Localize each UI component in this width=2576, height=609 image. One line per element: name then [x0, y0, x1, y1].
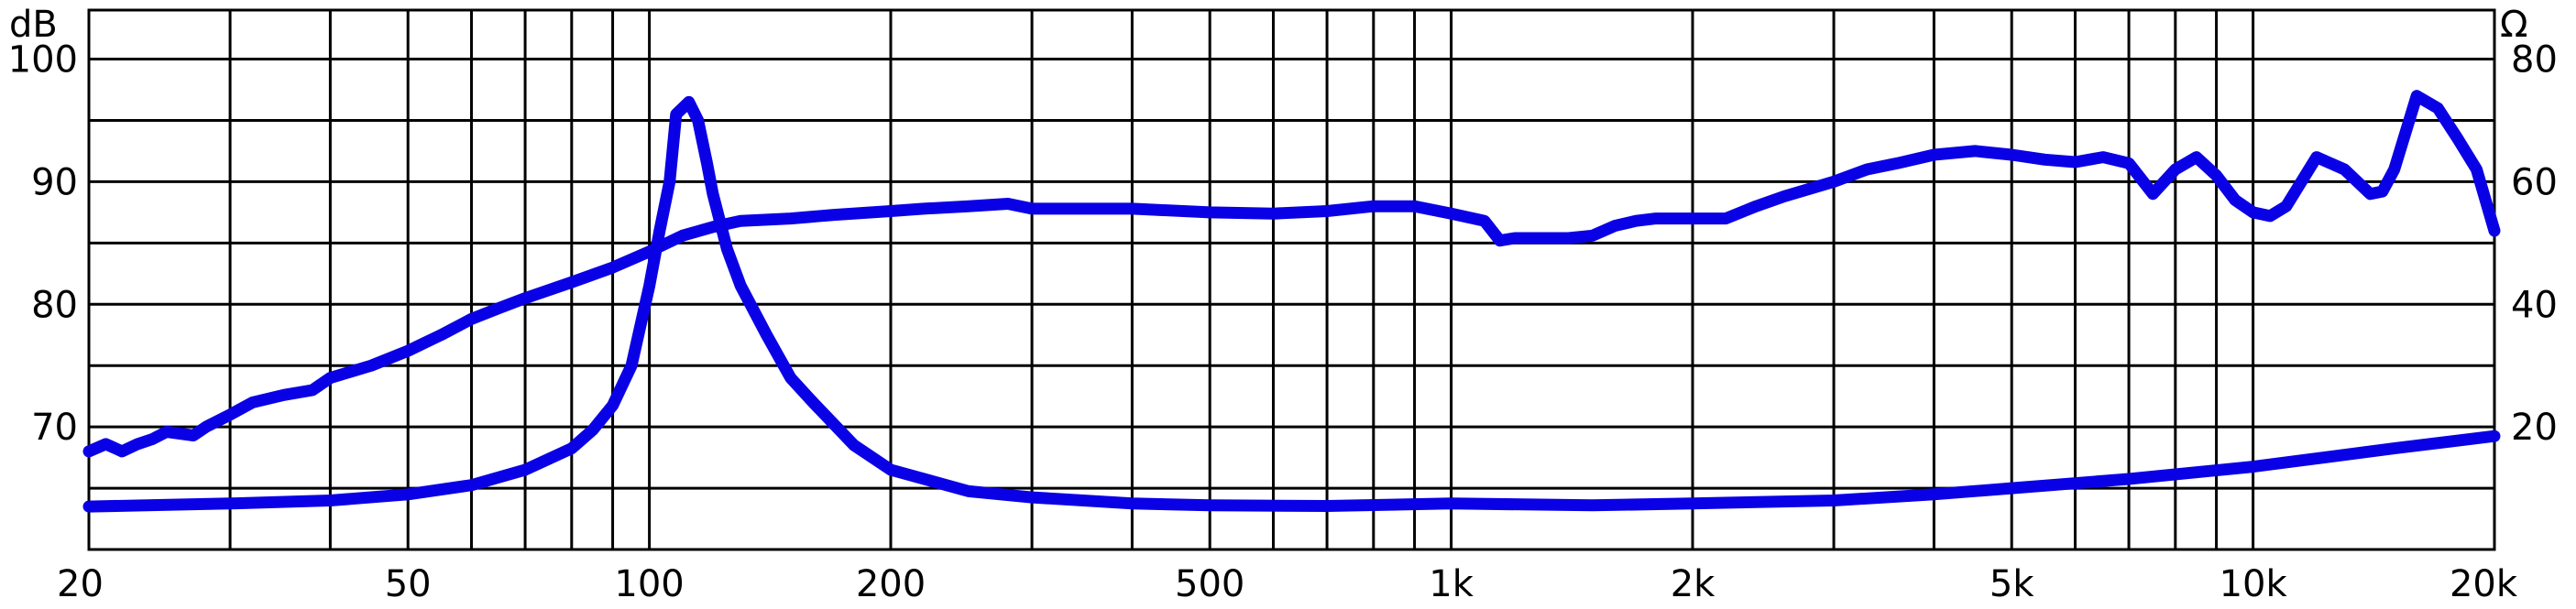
y2-tick-label: 20: [2511, 407, 2558, 449]
x-tick-label: 10k: [2220, 563, 2288, 605]
x-tick-label: 20: [57, 563, 104, 605]
y2-axis-label: Ω: [2500, 4, 2528, 46]
y-tick-label: 100: [8, 39, 78, 82]
y-axis-label: dB: [9, 4, 58, 46]
chart-grid: [89, 10, 2494, 549]
y-axis-tick-labels: 70 80 90 100: [8, 39, 78, 450]
spl-series-line: [82, 90, 2501, 458]
y-tick-label: 70: [31, 407, 78, 449]
y2-axis-tick-labels: 20 40 60 80: [2511, 39, 2558, 450]
x-tick-label: 2k: [1671, 563, 1716, 605]
y2-tick-label: 80: [2511, 39, 2558, 82]
x-tick-label: 1k: [1429, 563, 1474, 605]
plot-border: [87, 8, 2496, 551]
x-tick-label: 5k: [1990, 563, 2034, 605]
x-tick-label: 500: [1175, 563, 1244, 605]
x-tick-label: 100: [614, 563, 684, 605]
y-tick-label: 80: [31, 284, 78, 326]
y-tick-label: 90: [31, 161, 78, 203]
x-tick-label: 20k: [2450, 563, 2518, 605]
chart-series: [82, 90, 2501, 513]
impedance-series-line: [82, 95, 2501, 513]
x-tick-label: 50: [385, 563, 432, 605]
x-axis-tick-labels: 20 50 100 200 500 1k 2k 5k 10k 20k: [57, 563, 2518, 605]
x-tick-label: 200: [856, 563, 926, 605]
y2-tick-label: 60: [2511, 161, 2558, 203]
y2-tick-label: 40: [2511, 284, 2558, 326]
